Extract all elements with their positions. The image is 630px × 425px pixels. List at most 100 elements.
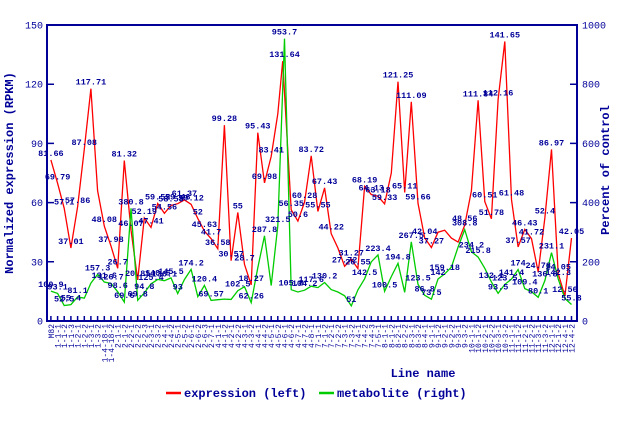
svg-text:Line name: Line name bbox=[391, 367, 456, 381]
svg-text:30.57: 30.57 bbox=[218, 250, 244, 260]
svg-text:267.5: 267.5 bbox=[399, 231, 425, 241]
svg-text:1-2-2: 1-2-2 bbox=[81, 324, 90, 348]
svg-text:105.8: 105.8 bbox=[278, 279, 304, 289]
svg-text:52.19: 52.19 bbox=[132, 207, 158, 217]
svg-text:95.43: 95.43 bbox=[245, 122, 271, 132]
svg-text:4-8-1: 4-8-1 bbox=[308, 324, 317, 348]
svg-text:1-1-3: 1-1-3 bbox=[68, 324, 77, 348]
svg-text:1-3-2: 1-3-2 bbox=[95, 324, 104, 348]
svg-text:8-3-2: 8-3-2 bbox=[415, 324, 424, 348]
svg-text:194.8: 194.8 bbox=[385, 252, 411, 262]
svg-text:2-1-1: 2-1-1 bbox=[115, 324, 124, 348]
svg-text:132.1: 132.1 bbox=[479, 271, 505, 281]
svg-text:4-7-2: 4-7-2 bbox=[302, 324, 311, 348]
svg-text:1-1-2: 1-1-2 bbox=[61, 324, 70, 348]
svg-text:69.98: 69.98 bbox=[252, 172, 278, 182]
svg-text:7-1-1: 7-1-1 bbox=[315, 324, 324, 348]
svg-text:69.57: 69.57 bbox=[198, 289, 224, 299]
svg-text:145.5: 145.5 bbox=[158, 267, 184, 277]
svg-text:0: 0 bbox=[37, 318, 43, 329]
svg-text:93: 93 bbox=[173, 283, 183, 293]
svg-text:2-6-1: 2-6-1 bbox=[188, 324, 197, 348]
svg-text:55.55: 55.55 bbox=[305, 200, 331, 210]
svg-text:131.64: 131.64 bbox=[269, 50, 300, 60]
svg-text:234.2: 234.2 bbox=[459, 241, 485, 251]
svg-text:140.5: 140.5 bbox=[145, 268, 171, 278]
svg-text:52: 52 bbox=[193, 207, 203, 217]
svg-text:1-3-1: 1-3-1 bbox=[88, 324, 97, 348]
svg-text:94.8: 94.8 bbox=[134, 282, 154, 292]
svg-text:69.8: 69.8 bbox=[127, 289, 147, 299]
svg-text:47.41: 47.41 bbox=[138, 216, 164, 226]
svg-text:100.9: 100.9 bbox=[38, 280, 64, 290]
svg-text:7-3-1: 7-3-1 bbox=[342, 324, 351, 348]
svg-text:142.3: 142.3 bbox=[545, 268, 571, 278]
svg-text:136.8: 136.8 bbox=[532, 270, 558, 280]
svg-text:87.08: 87.08 bbox=[72, 138, 98, 148]
svg-text:31.27: 31.27 bbox=[339, 248, 365, 258]
svg-text:400: 400 bbox=[582, 199, 600, 210]
svg-text:7-2-2: 7-2-2 bbox=[335, 324, 344, 348]
svg-text:10-3-1: 10-3-1 bbox=[495, 324, 504, 353]
svg-text:800: 800 bbox=[582, 81, 600, 92]
svg-text:93.5: 93.5 bbox=[488, 282, 508, 292]
svg-text:104.2: 104.2 bbox=[292, 279, 318, 289]
svg-text:83.72: 83.72 bbox=[298, 145, 324, 155]
svg-text:141.4: 141.4 bbox=[499, 268, 525, 278]
svg-text:50.6: 50.6 bbox=[288, 210, 308, 220]
svg-text:7-4-1: 7-4-1 bbox=[355, 324, 364, 348]
svg-text:12.56: 12.56 bbox=[552, 285, 578, 295]
svg-text:8-3-1: 8-3-1 bbox=[408, 324, 417, 348]
svg-text:308.8: 308.8 bbox=[452, 219, 478, 229]
svg-text:11-1-1: 11-1-1 bbox=[509, 324, 518, 353]
svg-text:2-3-1: 2-3-1 bbox=[148, 324, 157, 348]
svg-text:51: 51 bbox=[346, 295, 356, 305]
svg-text:9-3-2: 9-3-2 bbox=[462, 324, 471, 348]
svg-text:136.1: 136.1 bbox=[152, 270, 178, 280]
svg-text:9-2-1: 9-2-1 bbox=[442, 324, 451, 348]
svg-text:62.26: 62.26 bbox=[238, 292, 264, 302]
svg-text:20.85: 20.85 bbox=[125, 269, 151, 279]
svg-text:4-1-1: 4-1-1 bbox=[215, 324, 224, 348]
svg-text:56.35: 56.35 bbox=[278, 199, 304, 209]
svg-text:130.2: 130.2 bbox=[312, 272, 338, 282]
svg-text:953.7: 953.7 bbox=[272, 28, 298, 38]
svg-text:59.52: 59.52 bbox=[145, 193, 171, 203]
svg-text:123.5: 123.5 bbox=[405, 273, 431, 283]
svg-text:287.8: 287.8 bbox=[252, 225, 278, 235]
svg-text:9-2-2: 9-2-2 bbox=[448, 324, 457, 348]
svg-text:42.05: 42.05 bbox=[559, 227, 585, 237]
svg-text:68.19: 68.19 bbox=[352, 175, 378, 185]
svg-text:142: 142 bbox=[430, 268, 445, 278]
svg-text:2-5-2: 2-5-2 bbox=[181, 324, 190, 348]
svg-text:51.78: 51.78 bbox=[479, 208, 505, 218]
svg-text:215.8: 215.8 bbox=[465, 246, 491, 256]
svg-text:100.5: 100.5 bbox=[372, 280, 398, 290]
svg-text:26.7: 26.7 bbox=[107, 257, 127, 267]
svg-text:73.5: 73.5 bbox=[421, 288, 441, 298]
svg-text:48.56: 48.56 bbox=[452, 214, 478, 224]
svg-text:321.5: 321.5 bbox=[265, 215, 291, 225]
svg-text:380.8: 380.8 bbox=[118, 197, 144, 207]
svg-text:41.7: 41.7 bbox=[201, 228, 221, 238]
svg-text:52.5: 52.5 bbox=[54, 295, 74, 305]
svg-text:41.72: 41.72 bbox=[519, 228, 545, 238]
svg-text:24.78: 24.78 bbox=[525, 261, 551, 271]
svg-text:120.4: 120.4 bbox=[192, 274, 218, 284]
svg-text:4-3-2: 4-3-2 bbox=[248, 324, 257, 348]
svg-text:223.4: 223.4 bbox=[365, 244, 391, 254]
svg-text:125.4: 125.4 bbox=[138, 273, 164, 283]
svg-text:7-4-3: 7-4-3 bbox=[368, 324, 377, 348]
svg-text:4-4-1: 4-4-1 bbox=[255, 324, 264, 348]
svg-text:54.56: 54.56 bbox=[152, 202, 178, 212]
svg-text:61.48: 61.48 bbox=[499, 189, 525, 199]
svg-text:4-1-2: 4-1-2 bbox=[221, 324, 230, 348]
svg-text:9-1-2: 9-1-2 bbox=[435, 324, 444, 348]
svg-text:M82: M82 bbox=[48, 324, 57, 339]
svg-text:55: 55 bbox=[233, 202, 243, 212]
svg-text:86.97: 86.97 bbox=[539, 138, 565, 148]
svg-text:44.22: 44.22 bbox=[318, 223, 344, 233]
svg-text:55.4: 55.4 bbox=[61, 294, 81, 304]
svg-text:59.33: 59.33 bbox=[372, 193, 398, 203]
svg-text:2-6-2: 2-6-2 bbox=[195, 324, 204, 348]
